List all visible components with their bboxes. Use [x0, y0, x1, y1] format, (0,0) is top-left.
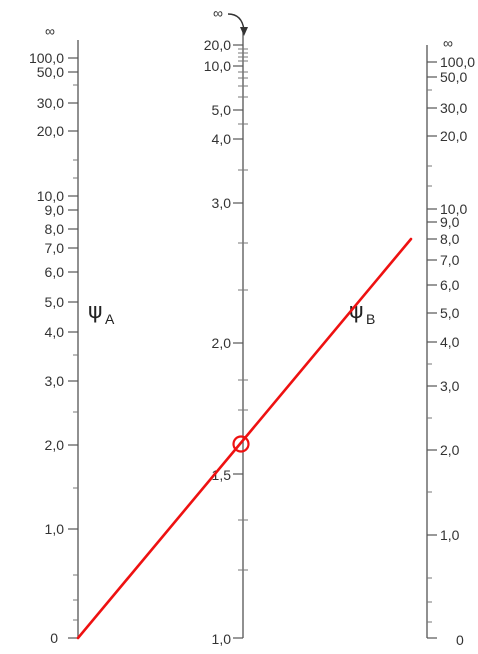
arrow-head-icon [240, 27, 248, 36]
psi-a-label-infinity: ∞ [45, 23, 55, 39]
psi-b-label: 9,0 [440, 214, 460, 230]
psi-a-scale: ∞ 100,0 50,0 30,0 20,0 10,0 9,0 8,0 7,0 … [29, 23, 115, 646]
psi-b-label: 10,0 [440, 201, 467, 217]
k-label: 2,0 [212, 335, 232, 351]
psi-a-label: 5,0 [45, 294, 65, 310]
psi-b-label: 100,0 [440, 54, 475, 70]
k-label: 3,0 [212, 195, 232, 211]
psi-a-label: 3,0 [45, 373, 65, 389]
reading [76, 237, 413, 640]
psi-a-label: 100,0 [29, 50, 64, 66]
psi-b-label: 30,0 [440, 100, 467, 116]
psi-b-label: 8,0 [440, 231, 460, 247]
k-label: 1,0 [212, 631, 232, 647]
psi-a-label: 50,0 [37, 64, 64, 80]
psi-b-label: 2,0 [440, 442, 460, 458]
psi-b-label-infinity: ∞ [443, 35, 453, 51]
psi-a-subscript: A [105, 311, 115, 327]
psi-a-label: 7,0 [45, 240, 65, 256]
psi-b-label: 5,0 [440, 305, 460, 321]
k-label: 5,0 [212, 102, 232, 118]
psi-a-label: 1,0 [45, 521, 65, 537]
psi-a-label: 20,0 [37, 123, 64, 139]
psi-a-label: 4,0 [45, 324, 65, 340]
k-scale: ∞ 20,0 10,0 5,0 4,0 3,0 2,0 1,5 1,0 [204, 5, 248, 647]
psi-b-label: 50,0 [440, 69, 467, 85]
psi-b-label: 3,0 [440, 378, 460, 394]
psi-b-label: 1,0 [440, 527, 460, 543]
psi-a-label: 8,0 [45, 221, 65, 237]
k-label: 20,0 [204, 37, 231, 53]
psi-a-label: 0 [50, 630, 58, 646]
k-label-infinity: ∞ [213, 5, 223, 21]
psi-a-symbol: ψ [88, 299, 103, 324]
result-circle-marker [232, 435, 250, 453]
psi-b-label: 6,0 [440, 277, 460, 293]
psi-b-label: 7,0 [440, 252, 460, 268]
psi-b-scale: ∞ 100,0 50,0 30,0 20,0 10,0 9,0 8,0 7,0 … [349, 35, 475, 648]
psi-b-label: 0 [456, 632, 464, 648]
psi-a-label: 30,0 [37, 95, 64, 111]
psi-b-symbol: ψ [349, 299, 364, 324]
psi-a-label: 10,0 [37, 188, 64, 204]
psi-b-label: 4,0 [440, 334, 460, 350]
psi-a-label: 9,0 [45, 202, 65, 218]
psi-b-label: 20,0 [440, 128, 467, 144]
psi-b-subscript: B [366, 311, 375, 327]
k-label: 4,0 [212, 131, 232, 147]
k-label: 10,0 [204, 58, 231, 74]
psi-a-label: 6,0 [45, 264, 65, 280]
psi-a-label: 2,0 [45, 437, 65, 453]
